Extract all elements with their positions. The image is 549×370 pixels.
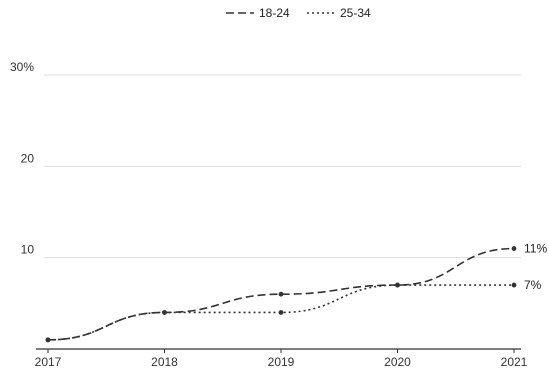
legend-item: 18-24 — [226, 6, 290, 20]
data-point — [512, 283, 517, 288]
data-point — [512, 246, 517, 251]
legend-label: 18-24 — [259, 6, 290, 20]
data-point — [279, 310, 284, 315]
gridlines — [44, 75, 521, 258]
series-25-34: 7% — [46, 278, 542, 342]
end-value-label: 7% — [524, 278, 542, 292]
data-point — [46, 337, 51, 342]
data-point — [395, 283, 400, 288]
series-group: 11% 7% — [46, 242, 548, 343]
y-tick-label: 10 — [21, 243, 35, 257]
x-tick-label: 2017 — [35, 355, 62, 369]
legend: 18-24 25-34 — [226, 6, 371, 20]
legend-label: 25-34 — [340, 6, 371, 20]
x-tick-label: 2019 — [268, 355, 295, 369]
data-point — [279, 292, 284, 297]
series-18-24: 11% — [46, 242, 548, 343]
x-axis: 2017 2018 2019 2020 2021 — [35, 349, 528, 369]
y-tick-label: 30% — [10, 60, 34, 74]
y-tick-label: 20 — [21, 151, 35, 165]
data-point — [162, 310, 167, 315]
x-tick-label: 2020 — [384, 355, 411, 369]
y-axis: 10 20 30% — [10, 60, 34, 257]
x-tick-label: 2018 — [151, 355, 178, 369]
x-tick-label: 2021 — [501, 355, 528, 369]
legend-item: 25-34 — [307, 6, 371, 20]
end-value-label: 11% — [524, 242, 547, 256]
